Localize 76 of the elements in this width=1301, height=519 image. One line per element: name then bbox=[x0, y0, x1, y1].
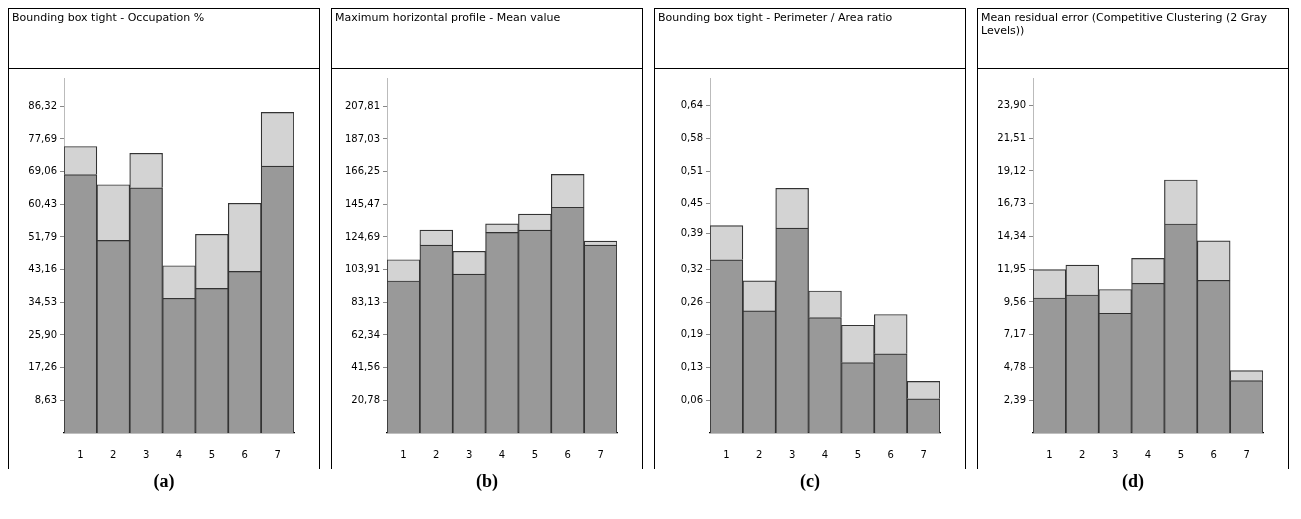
y-tick-label: 14,34 bbox=[997, 230, 1026, 242]
y-tick-label: 83,13 bbox=[351, 295, 380, 307]
x-tick-label: 4 bbox=[821, 448, 829, 460]
x-tick-label: 1 bbox=[400, 448, 407, 460]
y-tick-label: 43,16 bbox=[28, 263, 57, 275]
y-tick-label: 0,06 bbox=[680, 393, 703, 405]
x-tick-label: 5 bbox=[208, 448, 216, 460]
y-tick-label: 51,79 bbox=[28, 230, 57, 242]
x-tick-label: 3 bbox=[465, 448, 473, 460]
text: (c) bbox=[799, 471, 821, 492]
x-tick-label: 3 bbox=[788, 448, 796, 460]
x-tick-label: 5 bbox=[854, 448, 862, 460]
y-tick-label: 34,53 bbox=[28, 295, 57, 307]
x-tick-label: 6 bbox=[887, 448, 894, 460]
y-tick-label: 19,12 bbox=[997, 164, 1026, 176]
chart-title: Bounding box tight - Perimeter / Area ratio bbox=[655, 9, 965, 69]
y-tick-label: 187,03 bbox=[345, 132, 380, 144]
x-tick-label: 3 bbox=[142, 448, 150, 460]
y-tick-label: 0,58 bbox=[680, 131, 703, 143]
y-tick-label: 77,69 bbox=[28, 132, 57, 144]
y-tick-label: 145,47 bbox=[345, 197, 380, 209]
y-tick-label: 8,63 bbox=[34, 393, 57, 405]
y-tick-label: 103,91 bbox=[345, 263, 380, 275]
x-tick-label: 6 bbox=[1210, 448, 1217, 460]
x-tick-label: 5 bbox=[531, 448, 539, 460]
y-tick-label: 69,06 bbox=[28, 165, 57, 177]
y-tick-label: 9,56 bbox=[1003, 295, 1026, 307]
x-tick-label: 3 bbox=[1111, 448, 1119, 460]
x-tick-label: 7 bbox=[920, 448, 927, 460]
x-tick-label: 7 bbox=[1243, 448, 1250, 460]
y-tick-label: 17,26 bbox=[28, 361, 57, 373]
y-tick-label: 207,81 bbox=[345, 99, 380, 111]
x-tick-label: 1 bbox=[723, 448, 730, 460]
x-tick-label: 2 bbox=[433, 448, 440, 460]
y-tick-label: 0,19 bbox=[680, 328, 703, 340]
y-tick-label: 25,90 bbox=[28, 328, 57, 340]
y-tick-label: 0,26 bbox=[680, 295, 703, 307]
x-tick-label: 2 bbox=[110, 448, 117, 460]
text: (a) bbox=[152, 471, 176, 492]
x-tick-label: 1 bbox=[77, 448, 84, 460]
x-tick-label: 5 bbox=[1177, 448, 1185, 460]
chart-title: Maximum horizontal profile - Mean value bbox=[332, 9, 642, 69]
y-tick-label: 0,39 bbox=[680, 227, 703, 239]
y-tick-label: 60,43 bbox=[28, 197, 57, 209]
y-tick-label: 4,78 bbox=[1003, 361, 1026, 373]
y-tick-label: 166,25 bbox=[345, 165, 380, 177]
y-tick-label: 62,34 bbox=[351, 328, 380, 340]
x-tick-label: 2 bbox=[756, 448, 763, 460]
y-tick-label: 0,45 bbox=[680, 197, 703, 209]
y-tick-label: 124,69 bbox=[345, 230, 380, 242]
y-tick-label: 0,32 bbox=[680, 262, 703, 274]
y-tick-label: 2,39 bbox=[1003, 393, 1026, 405]
chart-title: Bounding box tight - Occupation % bbox=[9, 9, 319, 69]
y-tick-label: 7,17 bbox=[1003, 328, 1026, 340]
x-tick-label: 6 bbox=[564, 448, 571, 460]
x-tick-label: 2 bbox=[1079, 448, 1086, 460]
x-tick-label: 4 bbox=[175, 448, 183, 460]
x-tick-label: 7 bbox=[597, 448, 604, 460]
x-tick-label: 1 bbox=[1046, 448, 1053, 460]
y-tick-label: 20,78 bbox=[351, 393, 380, 405]
y-tick-label: 0,64 bbox=[680, 99, 703, 111]
x-tick-label: 4 bbox=[498, 448, 506, 460]
chart-title: Mean residual error (Competitive Clustering (2 Gray Levels)) bbox=[978, 9, 1288, 69]
y-tick-label: 41,56 bbox=[351, 361, 380, 373]
y-tick-label: 11,95 bbox=[997, 262, 1026, 274]
y-tick-label: 16,73 bbox=[997, 197, 1026, 209]
x-tick-label: 4 bbox=[1144, 448, 1152, 460]
x-tick-label: 7 bbox=[274, 448, 281, 460]
y-tick-label: 86,32 bbox=[28, 99, 57, 111]
y-tick-label: 0,51 bbox=[680, 164, 703, 176]
y-tick-label: 23,90 bbox=[997, 99, 1026, 111]
y-tick-label: 21,51 bbox=[997, 131, 1026, 143]
y-tick-label: 0,13 bbox=[680, 361, 703, 373]
text: (d) bbox=[1121, 471, 1145, 492]
x-tick-label: 6 bbox=[241, 448, 248, 460]
text: (b) bbox=[475, 471, 499, 492]
